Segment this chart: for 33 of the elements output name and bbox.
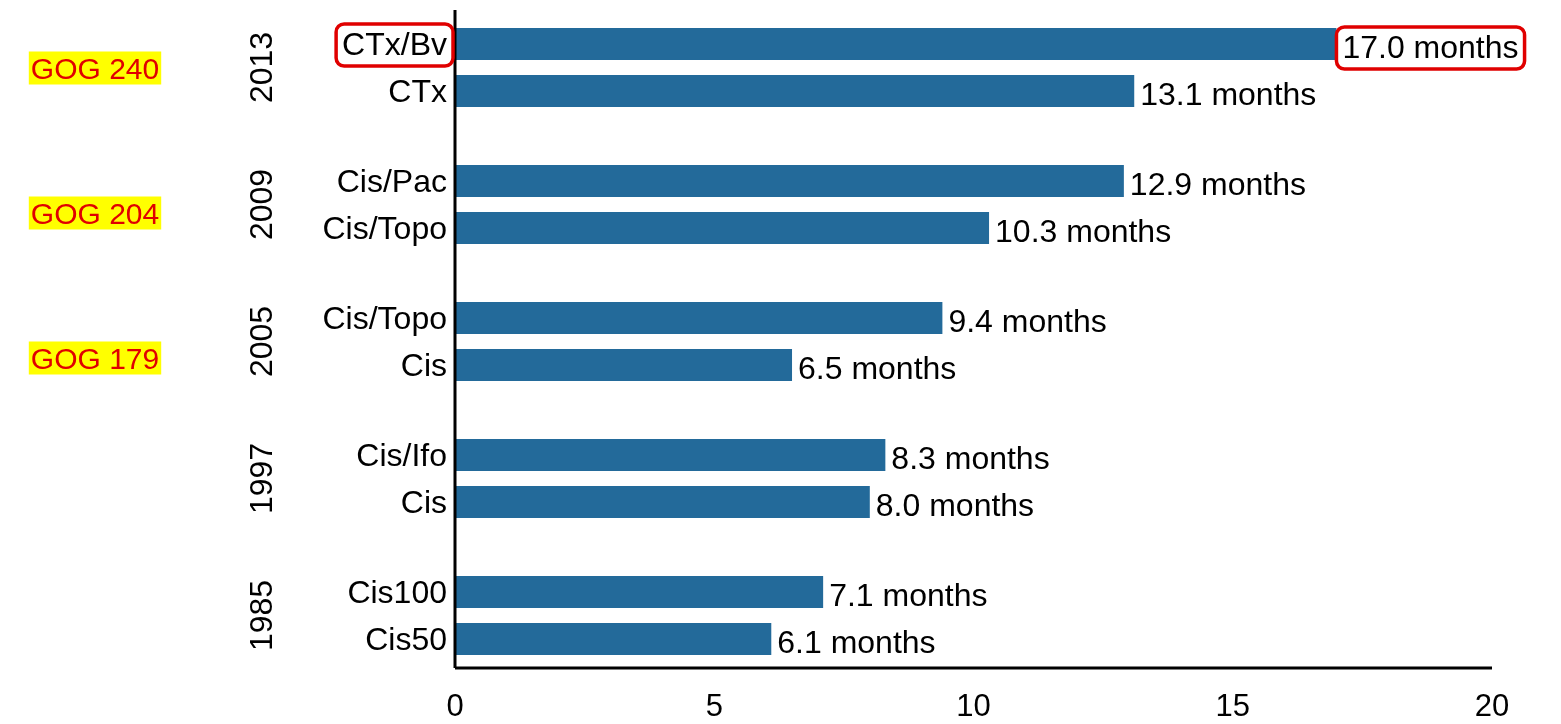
data-label: 6.5 months (798, 350, 957, 386)
data-label: 17.0 months (1342, 29, 1519, 65)
text: 2013 (243, 31, 279, 104)
data-label: 8.0 months (875, 487, 1035, 523)
text: GOG 204 (30, 196, 160, 230)
y-tick-label: Cis50 (365, 621, 447, 657)
x-tick-label: 5 (705, 688, 723, 723)
data-label: 13.1 months (1140, 76, 1317, 112)
y-tick-label: CTx/Bv (342, 26, 447, 62)
y-tick-label: Cis/Topo (322, 300, 447, 336)
text: 1985 (243, 579, 279, 652)
x-tick-label: 20 (1474, 688, 1510, 723)
x-tick-label: 10 (956, 688, 991, 723)
text: GOG 240 (30, 51, 160, 85)
data-label: 9.4 months (948, 303, 1107, 339)
y-tick-label: Cis100 (347, 574, 447, 610)
y-tick-label: CTx (388, 73, 447, 109)
data-label: 7.1 months (829, 577, 988, 613)
y-tick-label: Cis (400, 347, 447, 383)
text: 2005 (243, 305, 279, 378)
y-tick-label: Cis/Ifo (356, 437, 447, 473)
text: 2009 (243, 168, 279, 241)
data-label: 8.3 months (891, 440, 1050, 476)
x-tick-label: 15 (1215, 688, 1250, 723)
text: 1997 (243, 442, 279, 515)
text: GOG 179 (30, 341, 160, 375)
y-tick-label: Cis/Topo (322, 210, 447, 246)
data-label: 6.1 months (777, 624, 936, 660)
x-tick-label: 0 (446, 688, 464, 723)
y-tick-label: Cis/Pac (336, 163, 447, 199)
data-label: 10.3 months (995, 213, 1172, 249)
y-tick-label: Cis (400, 484, 447, 520)
data-label: 12.9 months (1129, 166, 1306, 202)
